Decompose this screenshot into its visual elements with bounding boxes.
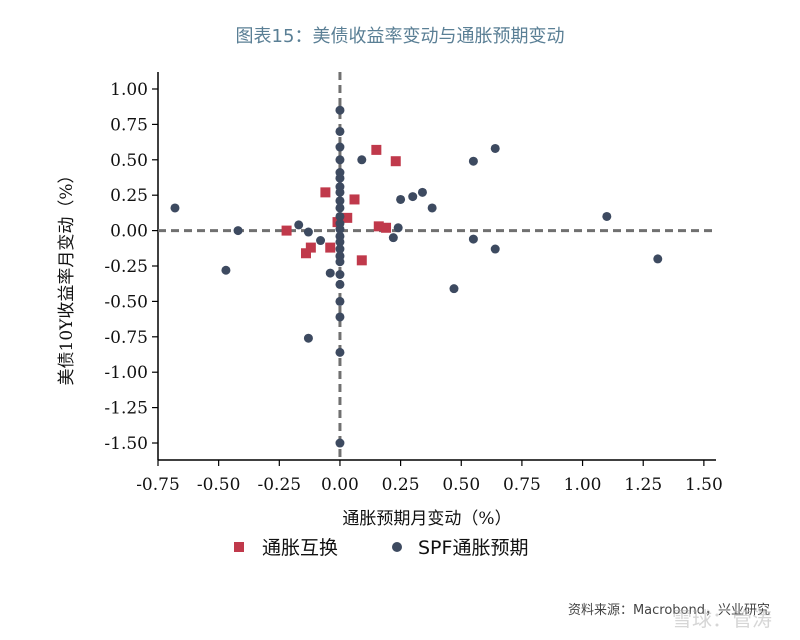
x-tick-label: -0.75: [136, 475, 180, 495]
data-point-spf: [335, 257, 345, 267]
x-tick-label: -0.50: [197, 475, 241, 495]
x-tick-label: -0.25: [257, 475, 301, 495]
data-point-swap: [356, 255, 367, 266]
x-tick-label: 0.75: [503, 475, 541, 495]
x-axis-title: 通胀预期月变动（%）: [342, 509, 511, 529]
data-point-spf: [335, 269, 345, 279]
data-point-spf: [335, 126, 345, 136]
data-point-swap: [300, 248, 311, 259]
data-point-swap: [390, 156, 401, 167]
data-point-spf: [602, 211, 612, 221]
data-point-spf: [468, 156, 478, 166]
watermark: 雪球：管涛: [672, 607, 772, 631]
data-point-swap: [371, 144, 382, 155]
data-point-spf: [449, 284, 459, 294]
data-point-spf: [170, 203, 180, 213]
x-tick-label: 1.50: [685, 475, 723, 495]
data-point-spf: [335, 224, 345, 234]
y-tick-label: 0.25: [110, 186, 148, 206]
data-point-spf: [303, 227, 313, 237]
x-tick-label: 0.50: [442, 475, 480, 495]
data-point-spf: [490, 244, 500, 254]
data-point-swap: [305, 242, 316, 253]
data-point-spf: [294, 220, 304, 230]
data-point-swap: [373, 221, 384, 232]
data-point-spf: [335, 312, 345, 322]
x-tick-label: 0.25: [382, 475, 420, 495]
series-group-1: [170, 105, 663, 448]
data-point-swap: [320, 187, 331, 198]
data-point-spf: [335, 211, 345, 221]
y-axis-title: 美债10Y收益率月变动（%）: [57, 166, 77, 385]
y-tick-label: 0.00: [110, 222, 148, 242]
chart-title: 图表15：美债收益率变动与通胀预期变动: [235, 26, 565, 47]
y-tick-label: -1.50: [104, 434, 148, 454]
data-point-spf: [408, 192, 418, 202]
data-point-spf: [490, 143, 500, 153]
data-point-spf: [221, 265, 231, 275]
data-point-spf: [335, 105, 345, 115]
y-tick-label: -0.50: [104, 292, 148, 312]
data-point-spf: [357, 155, 367, 165]
data-point-spf: [335, 203, 345, 213]
legend-swatch-spf: [392, 542, 402, 552]
data-point-spf: [388, 233, 398, 243]
data-point-swap: [349, 194, 360, 205]
data-point-swap: [381, 222, 392, 233]
data-point-spf: [393, 223, 403, 233]
y-tick-label: -1.25: [104, 399, 148, 419]
data-point-swap: [325, 242, 336, 253]
data-point-spf: [427, 203, 437, 213]
data-point-spf: [335, 296, 345, 306]
y-tick-label: -0.25: [104, 257, 148, 277]
legend: 通胀互换 SPF通胀预期: [234, 537, 528, 559]
data-point-spf: [335, 237, 345, 247]
data-point-swap: [281, 225, 292, 236]
x-tick-label: 0.00: [321, 475, 359, 495]
data-point-spf: [335, 347, 345, 357]
y-tick-label: -0.75: [104, 328, 148, 348]
y-tick-label: -1.00: [104, 363, 148, 383]
data-point-spf: [335, 196, 345, 206]
data-point-spf: [396, 194, 406, 204]
data-point-spf: [303, 333, 313, 343]
data-point-spf: [335, 155, 345, 165]
x-tick-label: 1.00: [564, 475, 602, 495]
x-tick-label: 1.25: [624, 475, 662, 495]
data-point-spf: [653, 254, 663, 264]
data-point-spf: [233, 226, 243, 236]
legend-swatch-swap: [234, 542, 244, 552]
data-point-spf: [417, 187, 427, 197]
source-note: 资料来源：Macrobond，兴业研究: [567, 603, 770, 618]
data-point-spf: [335, 279, 345, 289]
legend-label-swap: 通胀互换: [262, 537, 338, 559]
y-tick-label: 0.75: [110, 115, 148, 135]
legend-label-spf: SPF通胀预期: [418, 537, 528, 559]
y-tick-label: 1.00: [110, 80, 148, 100]
data-point-swap: [342, 212, 353, 223]
data-point-spf: [335, 438, 345, 448]
data-point-spf: [325, 268, 335, 278]
y-tick-label: 0.50: [110, 151, 148, 171]
data-point-spf: [335, 173, 345, 183]
data-point-spf: [335, 187, 345, 197]
data-point-spf: [335, 142, 345, 152]
data-point-spf: [335, 244, 345, 254]
data-point-spf: [316, 236, 326, 246]
data-point-spf: [468, 234, 478, 244]
